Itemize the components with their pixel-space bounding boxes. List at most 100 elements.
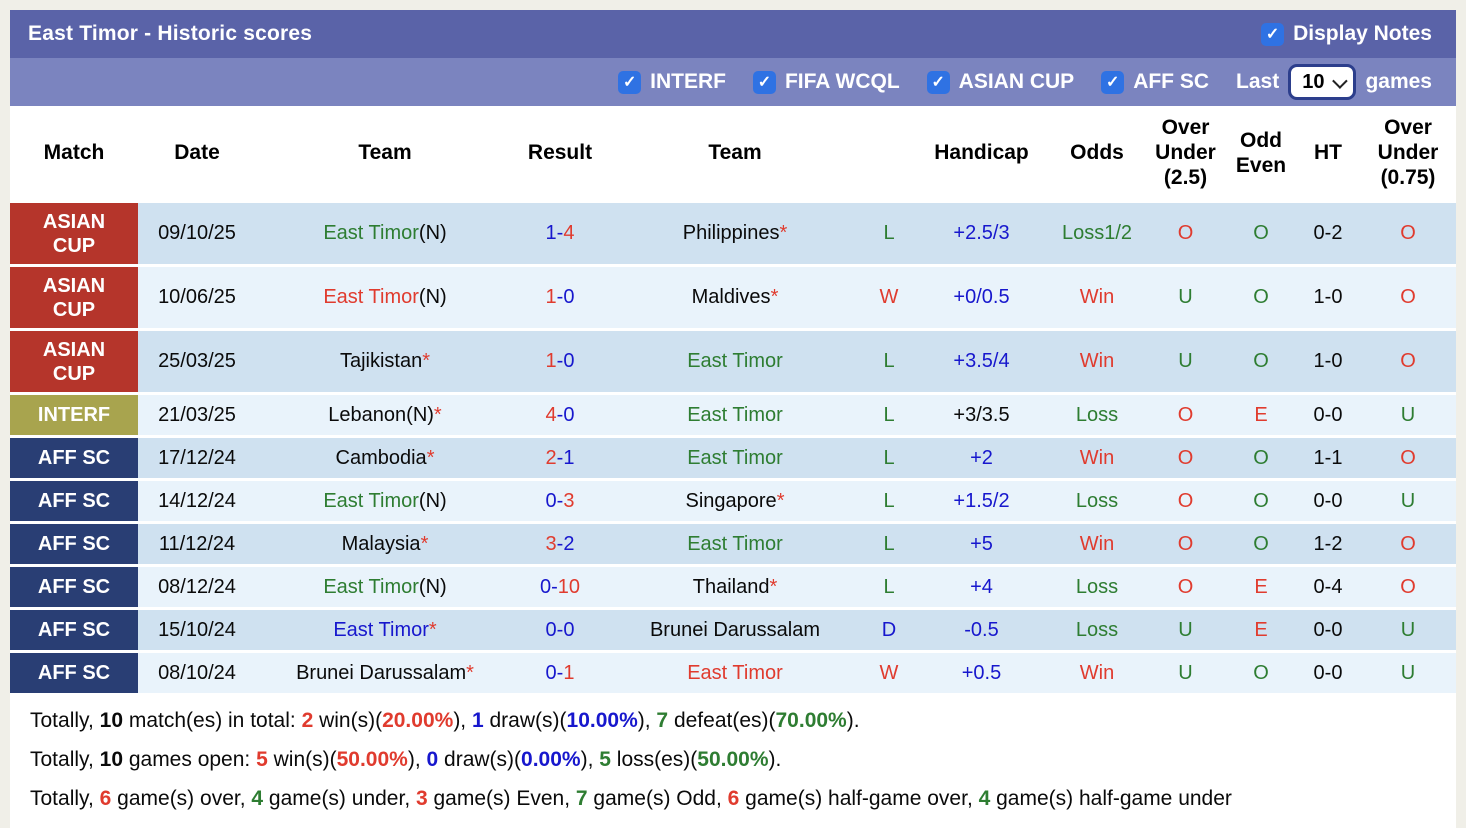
handicap-cell: +0.5 xyxy=(914,653,1049,693)
away-score: 0 xyxy=(563,403,575,426)
wdl-cell: D xyxy=(864,610,914,650)
team-name: East Timor xyxy=(323,575,419,598)
over-under-075-cell: U xyxy=(1360,481,1456,521)
home-score: 0 xyxy=(539,575,552,598)
odd-even-cell: O xyxy=(1226,267,1296,328)
filter-checkbox-aff-sc[interactable]: ✓ AFF SC xyxy=(1101,70,1209,94)
filter-checkbox-asian-cup[interactable]: ✓ ASIAN CUP xyxy=(926,70,1074,94)
team-suffix: (N) xyxy=(418,286,447,308)
column-header-team: Team xyxy=(708,141,762,165)
odd-even-cell: O xyxy=(1226,481,1296,521)
competition-badge: AFF SC xyxy=(10,524,138,564)
handicap-cell: +1.5/2 xyxy=(914,481,1049,521)
date-cell: 10/06/25 xyxy=(138,267,256,328)
over-under-25-cell: U xyxy=(1145,653,1226,693)
wdl-cell: L xyxy=(864,481,914,521)
competition-badge: ASIAN CUP xyxy=(10,331,138,392)
ht-cell: 0-4 xyxy=(1296,567,1360,607)
handicap-cell: +5 xyxy=(914,524,1049,564)
over-under-25-cell: O xyxy=(1145,395,1226,435)
home-team-cell: Tajikistan * xyxy=(256,331,514,392)
wdl-cell: L xyxy=(864,438,914,478)
ht-cell: 1-2 xyxy=(1296,524,1360,564)
summary-segment: draw(s)( xyxy=(438,748,522,771)
home-score: 3 xyxy=(545,532,557,555)
summary-segment: 1 xyxy=(471,709,484,732)
odd-even-cell: O xyxy=(1226,653,1296,693)
competition-badge: ASIAN CUP xyxy=(10,267,138,328)
summary-line: Totally, 6 game(s) over, 4 game(s) under… xyxy=(30,779,1440,818)
column-header-date: Date xyxy=(174,141,220,165)
table-row: AFF SC 17/12/24 Cambodia * 2-1 East Timor… xyxy=(10,438,1456,478)
summary-segment: loss(es)( xyxy=(610,748,698,771)
table-body: ASIAN CUP 09/10/25 East Timor (N) 1-4 Phi… xyxy=(10,201,1456,693)
filter-checkbox-interf[interactable]: ✓ INTERF xyxy=(618,70,726,94)
away-score: 1 xyxy=(563,446,575,469)
summary-segment: 50.00% xyxy=(336,748,408,771)
column-header-ht: HT xyxy=(1314,141,1342,165)
table-row: AFF SC 08/12/24 East Timor (N) 0-10 Thail… xyxy=(10,567,1456,607)
team-name: Singapore xyxy=(685,489,777,512)
summary-line: Totally, 10 match(es) in total: 2 win(s)… xyxy=(30,701,1440,740)
home-team-cell: East Timor (N) xyxy=(256,267,514,328)
handicap-cell: +2 xyxy=(914,438,1049,478)
table-row: AFF SC 08/10/24 Brunei Darussalam * 0-1 E… xyxy=(10,653,1456,693)
home-team-cell: East Timor (N) xyxy=(256,203,514,264)
ht-cell: 1-0 xyxy=(1296,331,1360,392)
odd-even-cell: O xyxy=(1226,524,1296,564)
page-title: East Timor - Historic scores xyxy=(28,22,313,45)
odd-even-cell: O xyxy=(1226,203,1296,264)
home-score: 0 xyxy=(545,618,557,641)
checkbox-checked-icon: ✓ xyxy=(618,70,642,94)
date-cell: 25/03/25 xyxy=(138,331,256,392)
date-cell: 14/12/24 xyxy=(138,481,256,521)
summary-segment: ), xyxy=(580,748,600,771)
competition-badge: AFF SC xyxy=(10,567,138,607)
over-under-075-cell: U xyxy=(1360,653,1456,693)
summary-segment: game(s) under, xyxy=(263,787,416,810)
ht-cell: 0-0 xyxy=(1296,610,1360,650)
score-dash: - xyxy=(556,403,564,426)
odd-even-cell: E xyxy=(1226,610,1296,650)
away-team-cell: Maldives * xyxy=(606,267,864,328)
score-dash: - xyxy=(556,489,564,512)
summary-line: Totally, 10 games open: 5 win(s)(50.00%)… xyxy=(30,740,1440,779)
display-notes-checkbox[interactable]: ✓ Display Notes xyxy=(1261,22,1432,46)
handicap-cell: -0.5 xyxy=(914,610,1049,650)
summary-segment: 10.00% xyxy=(566,709,638,732)
team-name: Maldives xyxy=(691,286,771,308)
handicap-cell: +4 xyxy=(914,567,1049,607)
over-under-25-cell: O xyxy=(1145,203,1226,264)
odds-cell: Win xyxy=(1049,331,1145,392)
team-name: East Timor xyxy=(323,222,419,244)
games-count-select[interactable]: 10 xyxy=(1288,64,1357,100)
table-row: INTERF 21/03/25 Lebanon (N) * 4-0 East Tim… xyxy=(10,395,1456,435)
over-under-075-cell: O xyxy=(1360,331,1456,392)
summary-segment: Totally, xyxy=(30,748,100,771)
summary-segment: 7 xyxy=(575,787,588,810)
score-dash: - xyxy=(556,618,564,641)
last-games-group: Last 10 games xyxy=(1236,64,1432,100)
away-team-cell: East Timor xyxy=(606,438,864,478)
date-cell: 15/10/24 xyxy=(138,610,256,650)
checkbox-checked-icon: ✓ xyxy=(1261,22,1285,46)
date-cell: 17/12/24 xyxy=(138,438,256,478)
filter-checkbox-fifa-wcql[interactable]: ✓ FIFA WCQL xyxy=(752,70,900,94)
checkbox-checked-icon: ✓ xyxy=(926,70,950,94)
score-dash: - xyxy=(556,446,564,469)
summary-segment: 5 xyxy=(599,748,611,771)
checkbox-checked-icon: ✓ xyxy=(1101,70,1125,94)
summary-segment: game(s) half-game over, xyxy=(739,787,979,810)
result-cell: 1-0 xyxy=(514,267,606,328)
home-team-cell: Malaysia * xyxy=(256,524,514,564)
team-suffix: (N) xyxy=(418,222,447,244)
table-row: AFF SC 15/10/24 East Timor * 0-0 Brunei D… xyxy=(10,610,1456,650)
team-name: East Timor xyxy=(687,350,783,372)
away-score: 0 xyxy=(563,618,575,641)
summary-segment: 5 xyxy=(256,748,268,771)
home-team-cell: Lebanon (N) * xyxy=(256,395,514,435)
team-name: East Timor xyxy=(687,446,783,469)
summary-segment: win(s)( xyxy=(267,748,337,771)
summary-segment: 6 xyxy=(727,787,740,810)
home-team-cell: East Timor * xyxy=(256,610,514,650)
